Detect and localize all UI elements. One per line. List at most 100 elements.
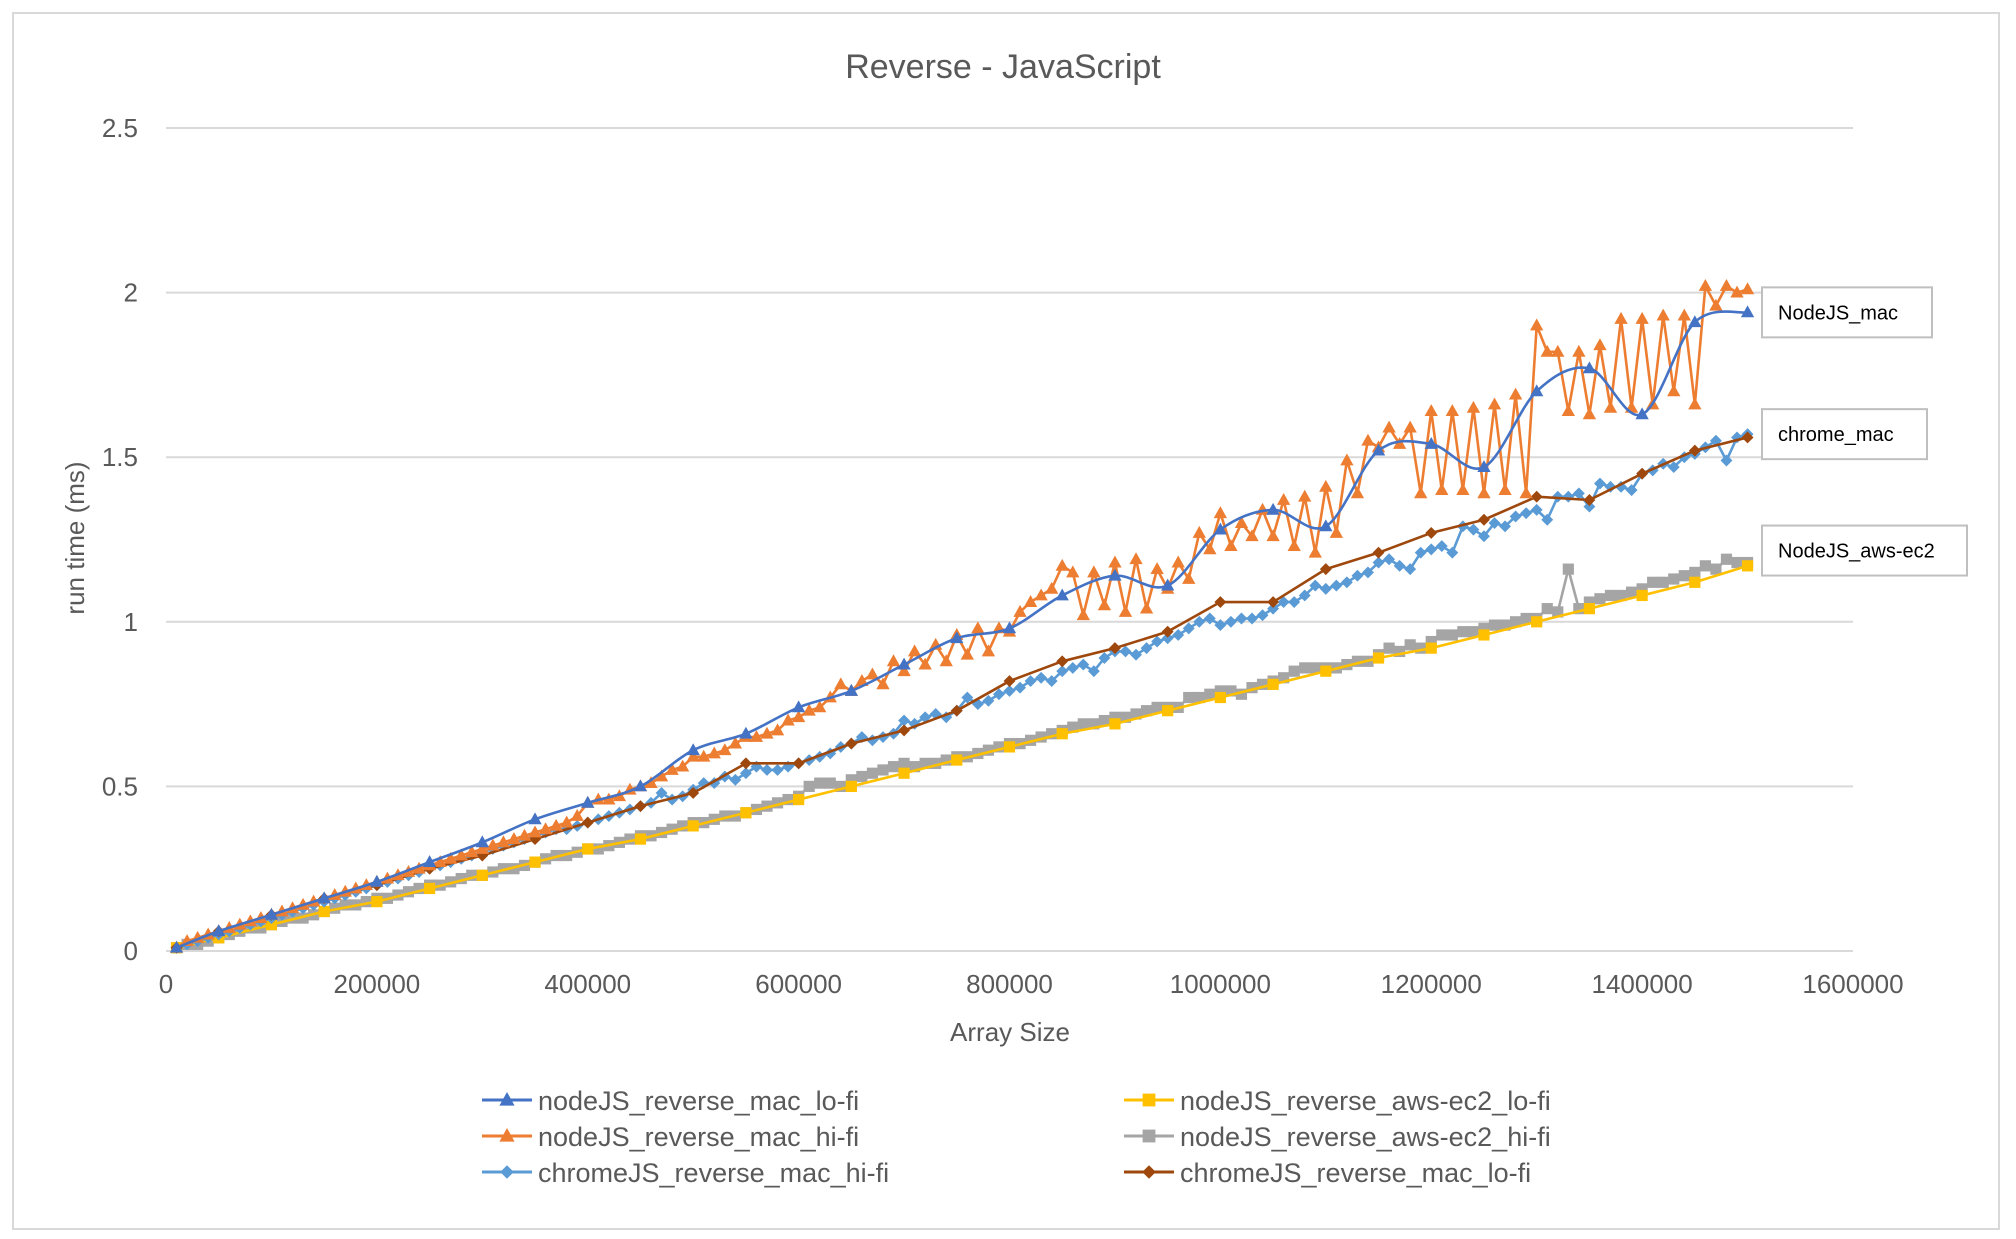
data-point [919,711,932,724]
data-point [1562,563,1574,575]
data-point [1488,517,1501,529]
data-point [1278,672,1290,684]
data-point [814,777,826,789]
y-tick-label: 0.5 [102,771,138,801]
data-point [1319,519,1333,532]
data-point [1478,629,1490,641]
data-point [687,820,699,832]
data-point [633,779,648,792]
data-point [1740,282,1755,295]
y-tick-label: 1 [124,607,138,637]
data-point [1003,684,1016,697]
data-point [750,760,763,773]
data-point [1435,540,1448,553]
data-point [644,776,658,789]
data-point [476,869,488,881]
legend-entry: nodeJS_reverse_mac_lo-fi [482,1086,859,1116]
data-point [791,710,806,723]
data-point [634,833,647,845]
legend-label: nodeJS_reverse_aws-ec2_lo-fi [1180,1086,1551,1116]
data-point [1720,454,1733,467]
legend: nodeJS_reverse_mac_lo-fi nodeJS_reverse_a… [482,1086,1551,1188]
data-point [1404,563,1417,576]
data-point [971,621,985,634]
data-point [1635,407,1649,420]
data-point [719,810,731,822]
data-point [1678,570,1690,582]
data-point [1077,658,1090,671]
legend-marker [1142,1129,1156,1143]
data-point [740,807,752,819]
data-point [1245,529,1259,542]
data-point [1161,632,1174,645]
data-point [1193,691,1205,704]
data-point [1456,483,1470,496]
data-point [1225,685,1237,697]
data-point [371,896,383,908]
data-point [770,723,785,736]
data-point [1171,555,1185,568]
data-point [1340,576,1353,589]
data-point [1182,622,1195,635]
data-point [475,841,489,854]
data-point [782,793,794,806]
data-point [1371,443,1386,456]
data-point [981,644,996,657]
data-point [1467,523,1480,536]
data-point [1551,490,1564,503]
data-point [507,832,521,844]
data-point [1203,542,1217,555]
data-point [496,835,511,848]
data-point [1689,566,1701,579]
callout-box [1761,286,1933,339]
data-point [1098,714,1110,727]
data-point [1530,503,1543,516]
data-point [993,688,1005,701]
data-point [1657,576,1669,588]
data-point [1647,576,1659,588]
data-point [1562,490,1575,503]
data-point [1520,507,1533,520]
legend-label: chromeJS_reverse_mac_hi-fi [538,1158,889,1188]
data-point [592,843,604,855]
legend-marker [1142,1093,1156,1107]
data-point [824,747,837,760]
data-point [855,731,868,743]
data-point [433,855,447,868]
data-point [1541,513,1554,526]
data-point [1656,308,1670,321]
data-point [1425,642,1437,654]
data-point [1499,520,1512,533]
chart-title: Reverse - JavaScript [845,48,1161,86]
data-point [898,724,911,737]
data-point [1499,619,1511,631]
data-point [1288,665,1300,677]
data-point [929,708,942,720]
data-point [1425,526,1438,539]
data-point [1246,682,1258,694]
data-point [1287,539,1301,551]
data-point [1372,652,1385,664]
data-point [886,654,901,667]
data-point [1140,705,1153,717]
data-point [1520,612,1532,625]
x-tick-label: 600000 [755,969,842,999]
data-point [1276,492,1291,505]
data-point [1636,583,1648,595]
data-point [455,872,467,885]
data-point [1530,384,1544,397]
data-point [1055,588,1069,601]
data-point [1477,486,1491,499]
data-point [1204,688,1216,700]
data-point [1140,642,1153,655]
data-point [739,726,753,739]
data-point [898,757,910,769]
data-point [1710,563,1722,575]
callout-1: chrome_mac [1761,408,1928,461]
data-point [1002,621,1017,634]
data-point [918,657,932,670]
data-point [1182,572,1196,584]
callout-label: NodeJS_aws-ec2 [1778,541,1935,563]
data-point [1404,639,1416,651]
data-point [1267,602,1280,615]
